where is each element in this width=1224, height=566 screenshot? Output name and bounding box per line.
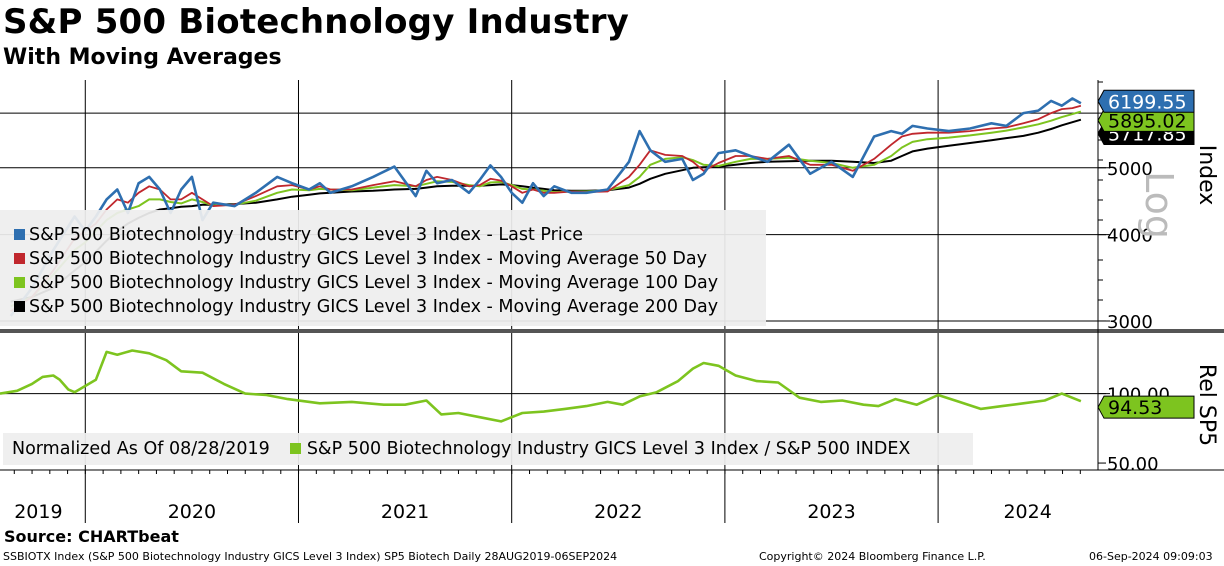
legend-swatch-ma50: [14, 253, 25, 264]
legend-item-ma50: S&P 500 Biotechnology Industry GICS Leve…: [0, 248, 707, 270]
legend-item-ma200: S&P 500 Biotechnology Industry GICS Leve…: [0, 296, 718, 318]
price-tick-label: 4000: [1107, 226, 1153, 247]
tag-price-bg: [1097, 89, 1195, 113]
series-line-relative: [0, 349, 1082, 423]
tag-price-label: 6199.55: [1108, 91, 1187, 113]
year-label: 2021: [381, 501, 429, 523]
legend-swatch-ma100: [14, 277, 25, 288]
tag-rel-bg: [1097, 395, 1195, 419]
legend-item-ma100: S&P 500 Biotechnology Industry GICS Leve…: [0, 272, 718, 294]
rel-axis-title: Rel SP5: [1194, 364, 1219, 446]
chart-title: S&P 500 Biotechnology Industry: [3, 2, 630, 42]
log-scale-label: Log: [1137, 171, 1181, 239]
series-line-ma50: [10, 104, 1082, 312]
legend-label-price: S&P 500 Biotechnology Industry GICS Leve…: [29, 225, 584, 245]
series-line-ma100: [10, 110, 1082, 308]
legend-label-ma100: S&P 500 Biotechnology Industry GICS Leve…: [29, 273, 719, 293]
price-tick-label: 5000: [1107, 159, 1153, 180]
legend-item-price: S&P 500 Biotechnology Industry GICS Leve…: [0, 224, 583, 246]
chart-subtitle: With Moving Averages: [3, 45, 282, 70]
legend-swatch-price: [14, 229, 25, 240]
legend-swatch-rel: [289, 443, 301, 454]
year-label: 2022: [594, 501, 642, 523]
rel-tick-label: 50.00: [1107, 454, 1159, 475]
price-legend: S&P 500 Biotechnology Industry GICS Leve…: [0, 210, 766, 326]
legend-label-ma200: S&P 500 Biotechnology Industry GICS Leve…: [29, 297, 719, 317]
year-label: 2023: [807, 501, 855, 523]
price-axis-title: Index: [1194, 145, 1219, 206]
footer-center: Copyright© 2024 Bloomberg Finance L.P.: [759, 550, 986, 563]
year-label: 2020: [168, 501, 216, 523]
source-note: Source: CHARTbeat: [4, 527, 179, 546]
series-line-ma200: [10, 118, 1082, 303]
relative-legend: Normalized As Of 08/28/2019 S&P 500 Biote…: [3, 433, 973, 465]
year-label: 2019: [14, 501, 62, 523]
year-label: 2024: [1003, 501, 1051, 523]
legend-label-ma50: S&P 500 Biotechnology Industry GICS Leve…: [29, 249, 707, 269]
tag-ma100-label: 5895.02: [1108, 110, 1187, 132]
footer-left: SSBIOTX Index (S&P 500 Biotechnology Ind…: [3, 550, 618, 563]
tag-rel-label: 94.53: [1108, 397, 1162, 419]
price-tick-label: 3000: [1107, 312, 1153, 333]
footer-right: 06-Sep-2024 09:09:03: [1089, 550, 1213, 563]
legend-label-rel: S&P 500 Biotechnology Industry GICS Leve…: [306, 439, 911, 459]
panel-divider: [0, 329, 1224, 333]
legend-swatch-ma200: [14, 301, 25, 312]
normalized-note: Normalized As Of 08/28/2019: [12, 439, 270, 459]
